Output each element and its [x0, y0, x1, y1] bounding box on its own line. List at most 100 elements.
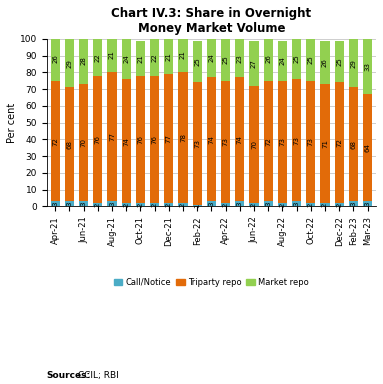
- Text: 21: 21: [180, 50, 186, 59]
- Text: 2: 2: [308, 203, 314, 207]
- Bar: [278, 203, 287, 207]
- Text: 26: 26: [265, 55, 271, 63]
- Bar: [121, 39, 131, 79]
- Text: 3: 3: [365, 202, 370, 206]
- Text: 3: 3: [80, 202, 87, 206]
- Bar: [65, 202, 74, 207]
- Text: 3: 3: [237, 202, 243, 206]
- Bar: [264, 202, 273, 207]
- Text: 24: 24: [123, 55, 129, 63]
- Text: 2: 2: [223, 203, 229, 207]
- Bar: [264, 37, 273, 81]
- Text: 25: 25: [293, 54, 300, 63]
- Text: 25: 25: [308, 55, 314, 64]
- Bar: [306, 81, 315, 203]
- Bar: [292, 202, 301, 207]
- Text: 25: 25: [194, 57, 200, 66]
- Text: 25: 25: [223, 55, 229, 64]
- Text: 70: 70: [80, 138, 87, 147]
- Text: 73: 73: [223, 137, 229, 146]
- Text: 73: 73: [279, 137, 285, 146]
- Bar: [363, 94, 372, 202]
- Text: 68: 68: [66, 140, 72, 149]
- Text: 73: 73: [293, 136, 300, 145]
- Text: 3: 3: [208, 202, 214, 206]
- Bar: [292, 37, 301, 79]
- Bar: [235, 202, 244, 207]
- Text: 74: 74: [208, 135, 214, 144]
- Text: 72: 72: [52, 137, 58, 146]
- Bar: [65, 88, 74, 202]
- Text: 2: 2: [152, 203, 157, 207]
- Text: 1: 1: [194, 204, 200, 208]
- Bar: [51, 37, 60, 81]
- Bar: [164, 203, 173, 207]
- Bar: [164, 39, 173, 74]
- Text: 76: 76: [152, 135, 157, 144]
- Text: 2: 2: [279, 203, 285, 207]
- Bar: [235, 78, 244, 202]
- Text: 2: 2: [95, 203, 101, 207]
- Text: 24: 24: [279, 56, 285, 65]
- Text: 2: 2: [137, 203, 143, 207]
- Bar: [136, 203, 145, 207]
- Bar: [349, 39, 358, 88]
- Bar: [79, 84, 88, 202]
- Bar: [363, 202, 372, 207]
- Text: 73: 73: [194, 139, 200, 148]
- Bar: [249, 41, 259, 86]
- Text: 3: 3: [109, 202, 115, 206]
- Bar: [150, 39, 159, 76]
- Text: 2: 2: [336, 203, 342, 207]
- Bar: [193, 205, 202, 207]
- Legend: Call/Notice, Triparty repo, Market repo: Call/Notice, Triparty repo, Market repo: [111, 274, 312, 290]
- Y-axis label: Per cent: Per cent: [7, 103, 17, 143]
- Bar: [334, 203, 344, 207]
- Bar: [235, 39, 244, 78]
- Bar: [278, 41, 287, 81]
- Bar: [221, 203, 230, 207]
- Bar: [178, 37, 188, 73]
- Bar: [292, 79, 301, 202]
- Text: 72: 72: [336, 138, 342, 147]
- Text: 3: 3: [350, 202, 356, 206]
- Text: 3: 3: [293, 202, 300, 206]
- Text: 29: 29: [66, 59, 72, 68]
- Bar: [150, 203, 159, 207]
- Text: 3: 3: [66, 202, 72, 206]
- Title: Chart IV.3: Share in Overnight
Money Market Volume: Chart IV.3: Share in Overnight Money Mar…: [111, 7, 311, 35]
- Bar: [363, 39, 372, 94]
- Bar: [178, 73, 188, 203]
- Bar: [79, 37, 88, 84]
- Bar: [93, 203, 102, 207]
- Bar: [150, 76, 159, 203]
- Text: 26: 26: [322, 58, 328, 67]
- Bar: [334, 41, 344, 83]
- Text: 76: 76: [137, 135, 143, 144]
- Text: 21: 21: [166, 52, 172, 61]
- Text: 68: 68: [350, 140, 356, 149]
- Bar: [221, 81, 230, 203]
- Bar: [136, 41, 145, 76]
- Bar: [306, 39, 315, 81]
- Text: 77: 77: [109, 132, 115, 141]
- Text: 22: 22: [152, 53, 157, 62]
- Bar: [178, 203, 188, 207]
- Bar: [207, 78, 216, 202]
- Text: 21: 21: [109, 50, 115, 59]
- Bar: [207, 37, 216, 78]
- Text: 26: 26: [52, 55, 58, 63]
- Text: 78: 78: [180, 133, 186, 142]
- Text: 29: 29: [350, 59, 356, 68]
- Bar: [264, 81, 273, 202]
- Bar: [193, 41, 202, 83]
- Bar: [334, 83, 344, 203]
- Text: 27: 27: [251, 59, 257, 68]
- Bar: [306, 203, 315, 207]
- Bar: [121, 203, 131, 207]
- Bar: [320, 84, 329, 203]
- Text: 77: 77: [166, 134, 172, 143]
- Bar: [249, 203, 259, 207]
- Text: Sources:: Sources:: [47, 371, 91, 380]
- Bar: [136, 76, 145, 203]
